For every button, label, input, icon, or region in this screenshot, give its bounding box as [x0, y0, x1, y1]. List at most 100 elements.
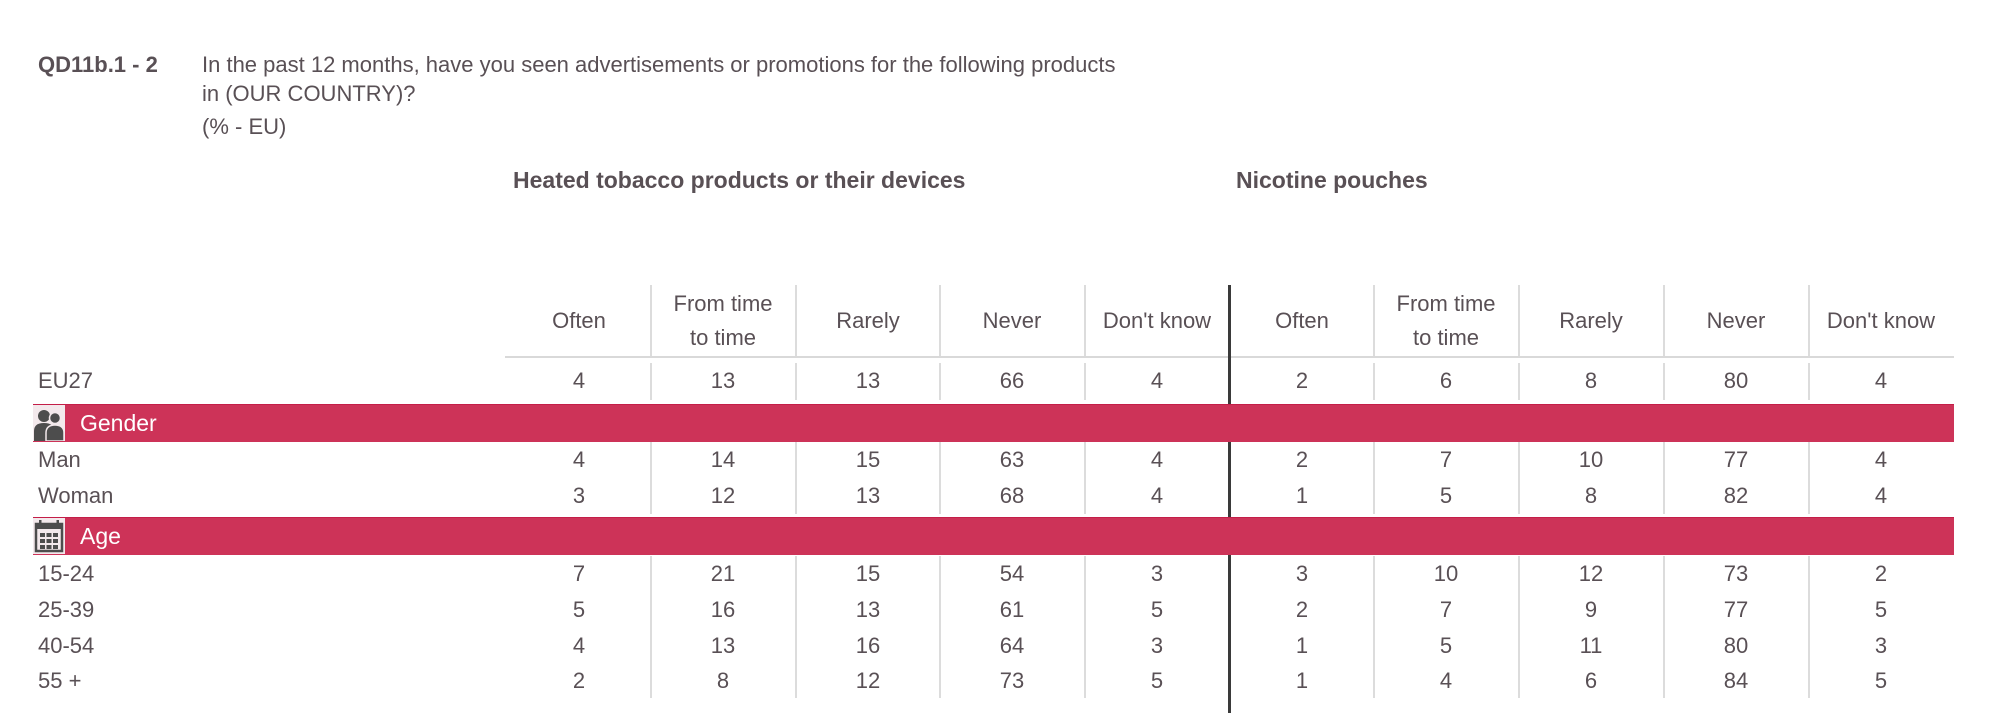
column-divider	[939, 556, 941, 698]
column-divider	[1373, 556, 1375, 698]
pouches-cell-rarely: 12	[1578, 561, 1604, 586]
pouches-cell-don-t-know: 3	[1874, 633, 1888, 658]
heated-cell-don-t-know: 3	[1150, 633, 1164, 658]
pouches-cell-often: 2	[1295, 368, 1309, 393]
pouches-cell-never: 80	[1723, 368, 1749, 393]
pouches-cell-rarely: 6	[1584, 668, 1598, 693]
pouches-cell-from-time-to-time: 10	[1433, 561, 1459, 586]
group-label-age: Age	[80, 523, 121, 549]
heated-cell-often: 4	[572, 368, 586, 393]
column-divider	[1663, 285, 1665, 356]
heated-cell-rarely: 16	[855, 633, 881, 658]
row-label: Woman	[38, 483, 114, 508]
column-divider	[1518, 285, 1520, 356]
col-header-never: Never	[1706, 308, 1766, 333]
column-divider	[939, 442, 941, 514]
pouches-cell-never: 82	[1723, 483, 1749, 508]
row-label: Man	[38, 447, 81, 472]
pouches-cell-from-time-to-time: 6	[1439, 368, 1453, 393]
pouches-cell-rarely: 11	[1579, 633, 1603, 658]
heated-cell-rarely: 15	[855, 561, 881, 586]
column-divider	[650, 442, 652, 514]
column-divider	[1663, 556, 1665, 698]
heated-cell-often: 2	[572, 668, 586, 693]
column-divider	[1808, 363, 1810, 400]
col-header-rarely: Rarely	[836, 308, 900, 333]
heated-cell-never: 61	[999, 597, 1025, 622]
heated-cell-never: 68	[999, 483, 1025, 508]
heated-cell-don-t-know: 4	[1150, 368, 1164, 393]
section-divider	[1228, 285, 1231, 404]
column-divider	[1808, 556, 1810, 698]
column-divider	[1518, 363, 1520, 400]
column-divider	[1084, 363, 1086, 400]
column-divider	[1663, 442, 1665, 514]
heated-cell-rarely: 13	[855, 597, 881, 622]
pouches-cell-don-t-know: 4	[1874, 483, 1888, 508]
heated-cell-from-time-to-time: 14	[710, 447, 736, 472]
heated-cell-never: 73	[999, 668, 1025, 693]
column-divider	[650, 556, 652, 698]
group-label-gender: Gender	[80, 410, 157, 436]
pouches-cell-rarely: 9	[1584, 597, 1598, 622]
row-label: 25-39	[38, 597, 95, 622]
column-divider	[1084, 442, 1086, 514]
column-divider	[939, 285, 941, 356]
col-header-dont-know: Don't know	[1102, 308, 1212, 333]
heated-cell-never: 54	[999, 561, 1025, 586]
heated-cell-don-t-know: 4	[1150, 483, 1164, 508]
col-header-from-time-to-time: From time to time	[1396, 291, 1496, 350]
column-divider	[1808, 442, 1810, 514]
group-header-age	[33, 517, 1954, 555]
column-divider	[1373, 442, 1375, 514]
column-divider	[795, 556, 797, 698]
col-header-never: Never	[982, 308, 1042, 333]
heated-cell-don-t-know: 5	[1150, 668, 1164, 693]
heated-cell-often: 4	[572, 447, 586, 472]
pouches-cell-never: 84	[1723, 668, 1749, 693]
pouches-cell-don-t-know: 4	[1874, 447, 1888, 472]
calendar-icon	[33, 518, 65, 554]
pouches-cell-don-t-know: 4	[1874, 368, 1888, 393]
pouches-cell-rarely: 10	[1578, 447, 1604, 472]
pouches-cell-don-t-know: 5	[1874, 597, 1888, 622]
pouches-cell-from-time-to-time: 7	[1439, 597, 1453, 622]
pouches-cell-never: 73	[1723, 561, 1749, 586]
heated-cell-often: 3	[572, 483, 586, 508]
group-header-gender	[33, 404, 1954, 442]
column-divider	[1808, 285, 1810, 356]
pouches-cell-rarely: 8	[1584, 368, 1598, 393]
column-divider	[795, 363, 797, 400]
pouches-cell-often: 1	[1295, 633, 1309, 658]
column-divider	[795, 285, 797, 356]
column-divider	[1518, 442, 1520, 514]
column-divider	[1518, 556, 1520, 698]
column-divider	[1373, 363, 1375, 400]
column-divider	[650, 363, 652, 400]
heated-cell-rarely: 13	[855, 483, 881, 508]
pouches-cell-never: 77	[1723, 447, 1749, 472]
section-title-nicotine-pouches: Nicotine pouches	[1236, 167, 1428, 193]
pouches-cell-from-time-to-time: 7	[1439, 447, 1453, 472]
heated-cell-from-time-to-time: 12	[710, 483, 736, 508]
column-divider	[1373, 285, 1375, 356]
question-text-line-2: in (OUR COUNTRY)?	[202, 81, 416, 106]
pouches-cell-often: 3	[1295, 561, 1309, 586]
heated-cell-don-t-know: 4	[1150, 447, 1164, 472]
heated-cell-rarely: 12	[855, 668, 881, 693]
pouches-cell-often: 1	[1295, 668, 1309, 693]
col-header-rarely: Rarely	[1559, 308, 1623, 333]
row-label: 40-54	[38, 633, 95, 658]
heated-cell-from-time-to-time: 8	[716, 668, 730, 693]
row-label: 55 +	[38, 668, 82, 693]
section-divider	[1228, 554, 1231, 713]
heated-cell-from-time-to-time: 16	[710, 597, 736, 622]
pouches-cell-often: 2	[1295, 447, 1309, 472]
heated-cell-often: 7	[572, 561, 586, 586]
pouches-cell-never: 80	[1723, 633, 1749, 658]
heated-cell-don-t-know: 3	[1150, 561, 1164, 586]
pouches-cell-rarely: 8	[1584, 483, 1598, 508]
heated-cell-never: 64	[999, 633, 1025, 658]
heated-cell-from-time-to-time: 21	[710, 561, 736, 586]
col-header-dont-know: Don't know	[1826, 308, 1936, 333]
